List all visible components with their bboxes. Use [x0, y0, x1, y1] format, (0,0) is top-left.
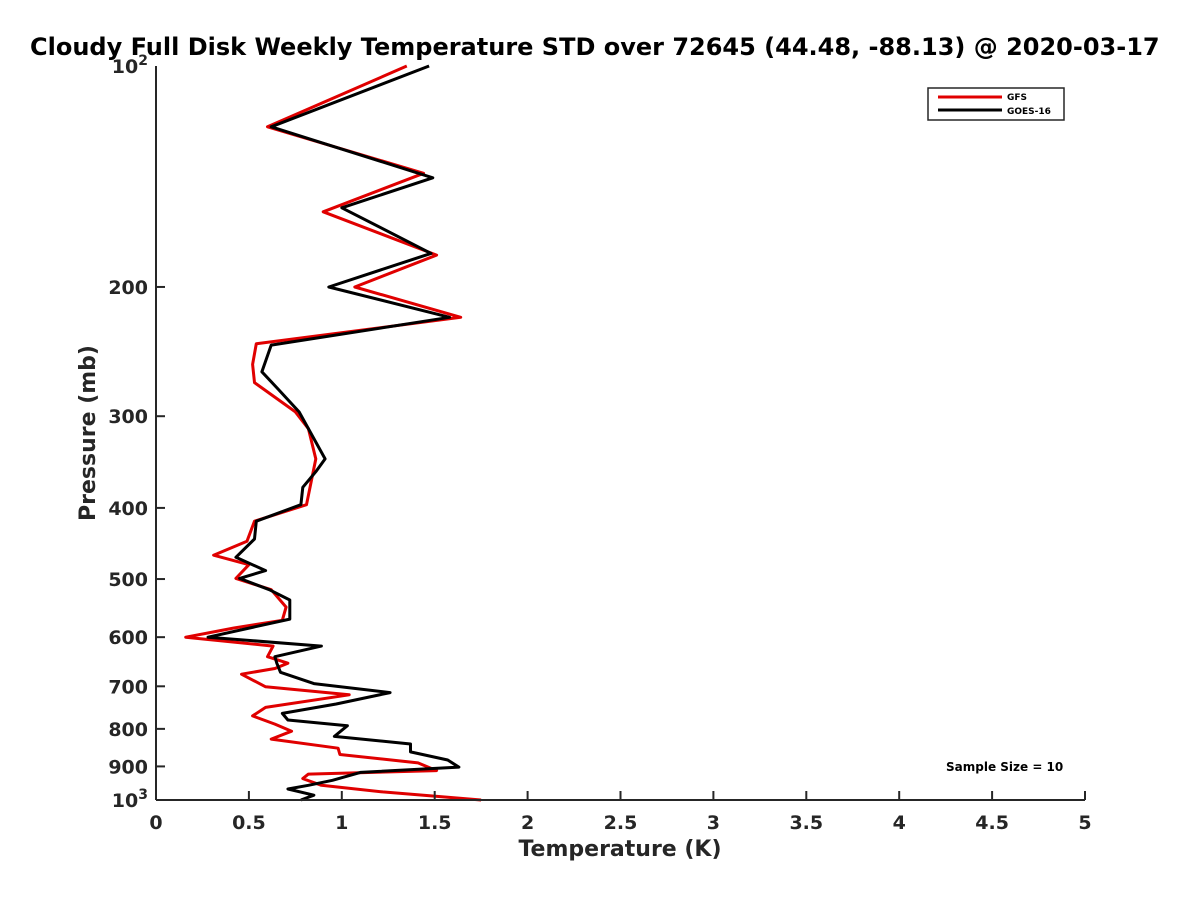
y-tick-label: 800: [108, 719, 148, 741]
x-axis-label: Temperature (K): [518, 837, 721, 862]
y-tick-label: 500: [108, 569, 148, 591]
y-axis-label: Pressure (mb): [76, 345, 101, 521]
y-tick-label: 200: [108, 277, 148, 299]
x-tick-label: 2: [521, 812, 534, 834]
y-tick-label: 300: [108, 406, 148, 428]
sample-size-annotation: Sample Size = 10: [946, 760, 1063, 774]
x-tick-label: 3.5: [789, 812, 823, 834]
y-tick-label: 103: [112, 787, 148, 812]
x-tick-label: 3: [707, 812, 720, 834]
legend: GFS GOES-16: [927, 87, 1065, 121]
legend-label-gfs: GFS: [1007, 93, 1027, 103]
x-tick-label: 4: [893, 812, 906, 834]
y-tick-base: 10: [112, 56, 138, 78]
x-tick-label: 1.5: [418, 812, 452, 834]
x-tick-label: 5: [1078, 812, 1091, 834]
legend-box: [927, 87, 1065, 121]
series-line-goes16: [206, 64, 461, 802]
chart-title: Cloudy Full Disk Weekly Temperature STD …: [30, 33, 1160, 61]
x-tick-label: 1: [335, 812, 348, 834]
y-tick-exponent: 2: [138, 53, 148, 69]
y-tick-label: 700: [108, 676, 148, 698]
y-tick-base: 10: [112, 790, 138, 812]
x-tick-label: 2.5: [604, 812, 638, 834]
y-tick-label: 400: [108, 498, 148, 520]
x-tick-label: 0.5: [232, 812, 266, 834]
x-tick-label: 4.5: [975, 812, 1009, 834]
y-tick-label: 900: [108, 756, 148, 778]
x-tick-label: 0: [149, 812, 162, 834]
y-tick-exponent: 3: [138, 787, 148, 803]
y-tick-label: 102: [112, 53, 148, 78]
series-line-gfs: [184, 64, 482, 802]
y-tick-label: 600: [108, 627, 148, 649]
plot-area: [184, 64, 482, 802]
x-axis-ticks: 0 0.5 1 1.5 2 2.5 3 3.5 4 4.5 5: [149, 791, 1092, 834]
legend-label-goes16: GOES-16: [1007, 107, 1051, 117]
